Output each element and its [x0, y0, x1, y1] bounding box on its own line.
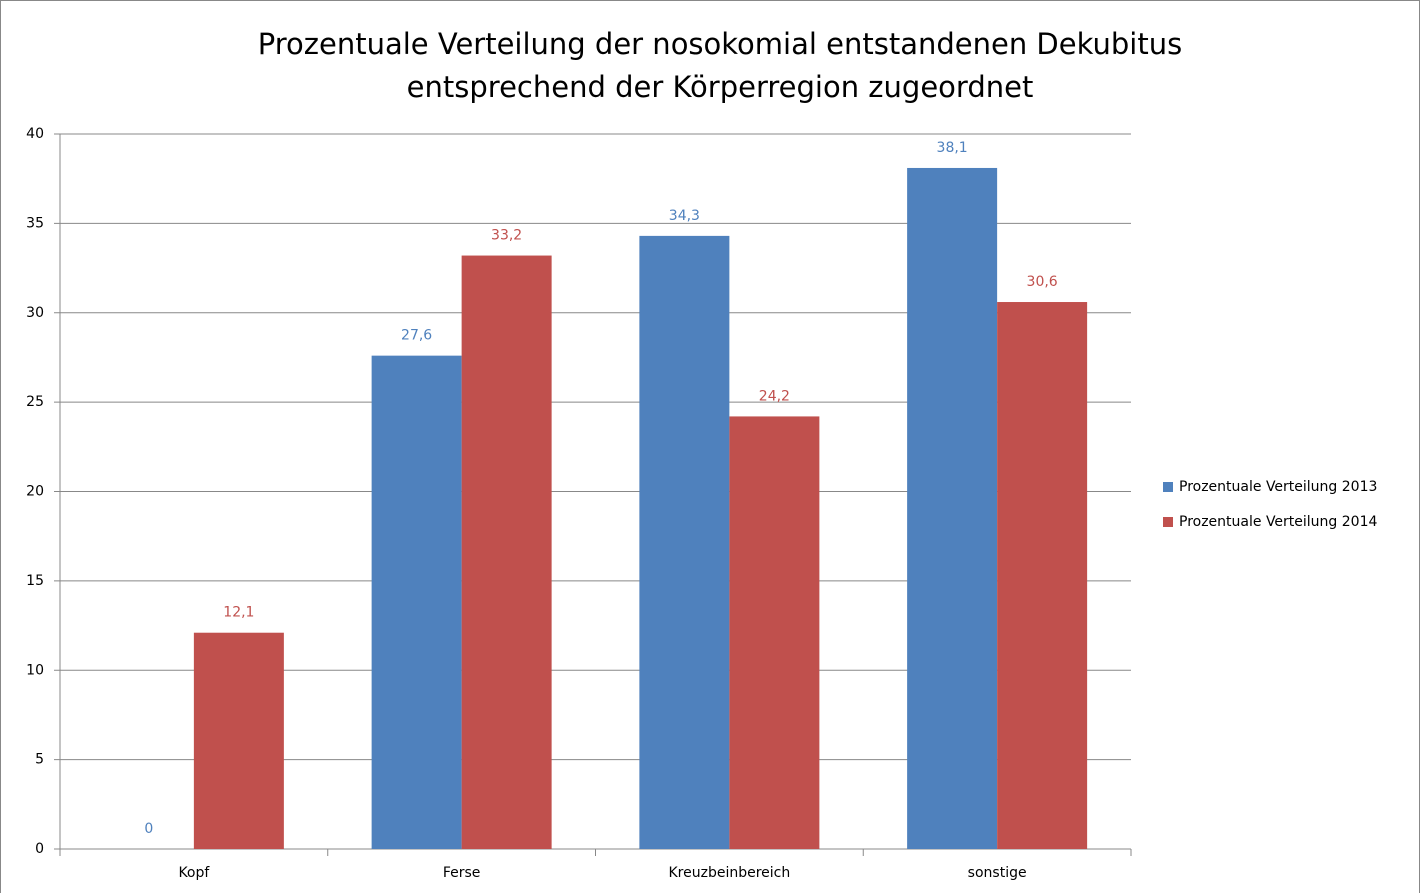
value-label: 33,2: [491, 228, 522, 244]
y-tick-label: 40: [26, 126, 44, 142]
value-label: 12,1: [223, 605, 254, 621]
y-tick-label: 0: [35, 841, 44, 857]
y-tick-label: 20: [26, 484, 44, 500]
y-tick-label: 15: [26, 573, 44, 589]
x-tick-label: sonstige: [968, 865, 1027, 881]
value-label: 30,6: [1027, 274, 1058, 290]
y-tick-label: 5: [35, 752, 44, 768]
bar: [997, 302, 1088, 849]
chart-title: Prozentuale Verteilung der nosokomial en…: [258, 27, 1182, 61]
value-label: 38,1: [937, 140, 968, 156]
legend-swatch: [1163, 482, 1173, 492]
value-label: 34,3: [669, 208, 700, 224]
bar: [371, 355, 462, 849]
legend-label: Prozentuale Verteilung 2014: [1179, 514, 1377, 530]
bar: [729, 416, 820, 849]
bar: [639, 235, 730, 849]
y-tick-label: 10: [26, 662, 44, 678]
x-tick-label: Ferse: [443, 865, 481, 881]
value-label: 27,6: [401, 328, 432, 344]
y-tick-label: 35: [26, 215, 44, 231]
x-tick-label: Kreuzbeinbereich: [669, 865, 791, 881]
legend-label: Prozentuale Verteilung 2013: [1179, 479, 1377, 495]
chart-title: entsprechend der Körperregion zugeordnet: [407, 70, 1034, 104]
x-tick-label: Kopf: [178, 865, 210, 881]
bar: [193, 632, 284, 849]
value-label: 24,2: [759, 388, 790, 404]
bar: [461, 255, 552, 850]
value-label: 0: [144, 821, 153, 837]
y-tick-label: 25: [26, 394, 44, 410]
legend-swatch: [1163, 517, 1173, 527]
bar: [907, 167, 998, 849]
y-tick-label: 30: [26, 305, 44, 321]
